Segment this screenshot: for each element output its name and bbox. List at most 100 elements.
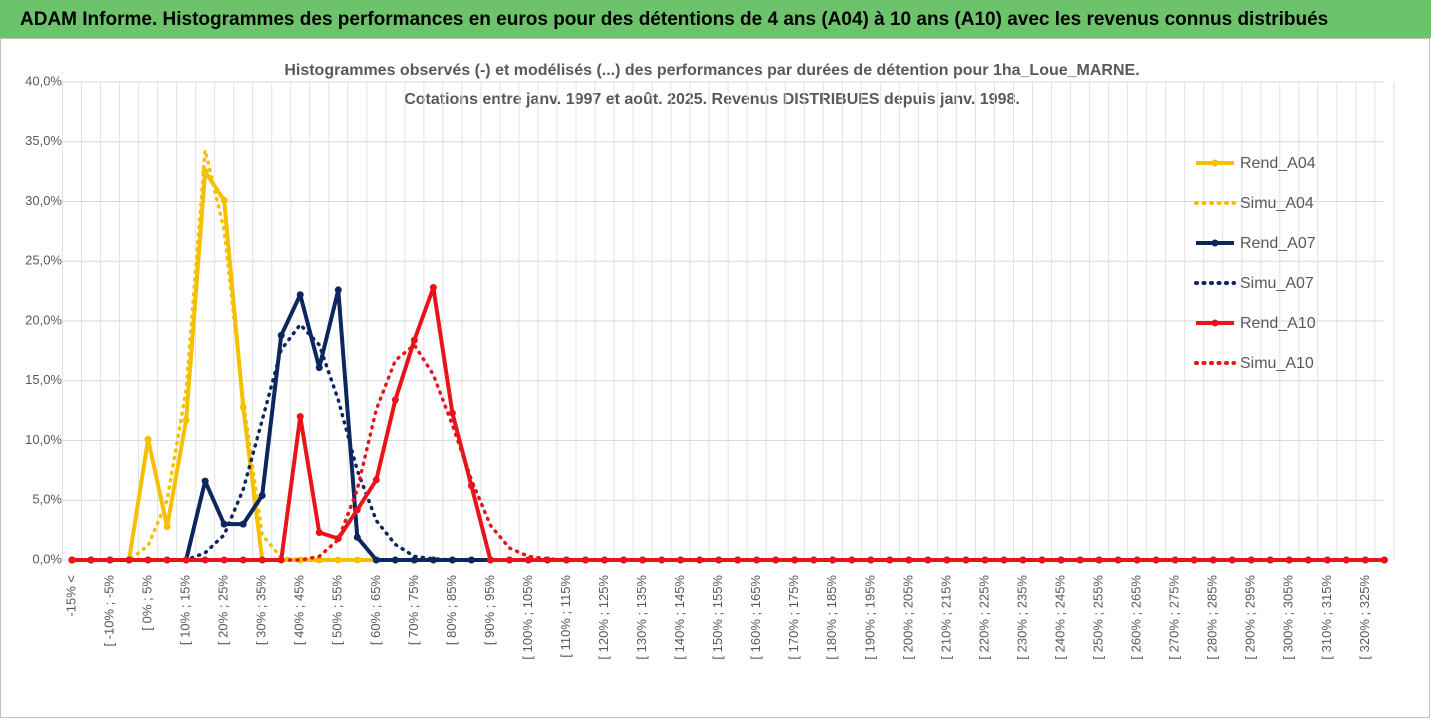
point bbox=[163, 523, 171, 531]
y-tick-label: 20,0% bbox=[25, 312, 62, 327]
point bbox=[296, 291, 304, 299]
x-tick-label: [ 80% ; 85% bbox=[444, 575, 459, 646]
point bbox=[220, 520, 228, 528]
point bbox=[296, 413, 304, 421]
y-tick-label: 40,0% bbox=[25, 73, 62, 88]
point bbox=[182, 416, 190, 424]
x-tick-label: [ 170% ; 175% bbox=[786, 575, 801, 660]
point bbox=[905, 556, 913, 564]
x-tick-label: -15% < bbox=[63, 575, 78, 617]
point bbox=[620, 556, 628, 564]
x-tick-label: [ 280% ; 285% bbox=[1205, 575, 1220, 660]
point bbox=[410, 336, 418, 344]
x-tick-label: [ 90% ; 95% bbox=[482, 575, 497, 646]
point bbox=[315, 529, 323, 537]
point bbox=[486, 556, 494, 564]
point bbox=[220, 196, 228, 204]
point bbox=[144, 435, 152, 443]
point bbox=[658, 556, 666, 564]
x-tick-label: [ 40% ; 45% bbox=[292, 575, 307, 646]
point bbox=[772, 556, 780, 564]
y-tick-label: 5,0% bbox=[32, 492, 62, 507]
x-tick-label: [ 310% ; 315% bbox=[1319, 575, 1334, 660]
x-tick-label: [ 300% ; 305% bbox=[1281, 575, 1296, 660]
point bbox=[201, 477, 209, 485]
x-tick-label: [ 230% ; 235% bbox=[1014, 575, 1029, 660]
legend-marker bbox=[1211, 159, 1219, 167]
x-tick-label: [ 130% ; 135% bbox=[634, 575, 649, 660]
y-tick-label: 30,0% bbox=[25, 193, 62, 208]
point bbox=[258, 491, 266, 499]
header-title: ADAM Informe. Histogrammes des performan… bbox=[20, 9, 1328, 30]
x-tick-label: [ 120% ; 125% bbox=[596, 575, 611, 660]
x-tick-label: [ 220% ; 225% bbox=[976, 575, 991, 660]
point bbox=[1228, 556, 1236, 564]
point bbox=[505, 556, 513, 564]
x-tick-label: [ 70% ; 75% bbox=[406, 575, 421, 646]
point bbox=[125, 556, 133, 564]
point bbox=[239, 520, 247, 528]
point bbox=[1380, 556, 1388, 564]
legend-marker bbox=[1211, 239, 1219, 247]
x-tick-label: [ 290% ; 295% bbox=[1243, 575, 1258, 660]
point bbox=[163, 556, 171, 564]
x-tick-label: [ 140% ; 145% bbox=[672, 575, 687, 660]
chart-title: Histogrammes observés (-) et modélisés (… bbox=[284, 62, 1139, 79]
x-tick-label: [ 210% ; 215% bbox=[938, 575, 953, 660]
point bbox=[943, 556, 951, 564]
point bbox=[353, 533, 361, 541]
point bbox=[1152, 556, 1160, 564]
x-tick-label: [ 30% ; 35% bbox=[254, 575, 269, 646]
legend-label: Simu_A10 bbox=[1240, 355, 1314, 372]
point bbox=[315, 364, 323, 372]
x-tick-label: [ 160% ; 165% bbox=[748, 575, 763, 660]
point bbox=[372, 476, 380, 484]
y-tick-label: 0,0% bbox=[32, 551, 62, 566]
point bbox=[1266, 556, 1274, 564]
x-tick-label: [ 150% ; 155% bbox=[710, 575, 725, 660]
point bbox=[1190, 556, 1198, 564]
x-tick-label: [ -10% ; -5% bbox=[101, 575, 116, 647]
legend-marker bbox=[1211, 319, 1219, 327]
legend-label: Rend_A07 bbox=[1240, 235, 1316, 252]
x-tick-label: [ 180% ; 185% bbox=[824, 575, 839, 660]
point bbox=[867, 556, 875, 564]
point bbox=[334, 286, 342, 294]
x-tick-label: [ 200% ; 205% bbox=[900, 575, 915, 660]
y-tick-label: 35,0% bbox=[25, 133, 62, 148]
x-tick-label: [ 110% ; 115% bbox=[558, 575, 573, 658]
chart-subtitle: Cotations entre janv. 1997 et août. 2025… bbox=[404, 91, 1020, 108]
x-tick-label: [ 250% ; 255% bbox=[1091, 575, 1106, 660]
point bbox=[391, 396, 399, 404]
point bbox=[696, 556, 704, 564]
x-tick-label: [ 320% ; 325% bbox=[1357, 575, 1372, 660]
point bbox=[353, 556, 361, 564]
point bbox=[1304, 556, 1312, 564]
x-tick-label: [ 190% ; 195% bbox=[862, 575, 877, 660]
x-tick-label: [ 240% ; 245% bbox=[1052, 575, 1067, 660]
point bbox=[429, 284, 437, 292]
point bbox=[1019, 556, 1027, 564]
point bbox=[467, 556, 475, 564]
point bbox=[1057, 556, 1065, 564]
point bbox=[981, 556, 989, 564]
y-tick-label: 10,0% bbox=[25, 432, 62, 447]
header-bar bbox=[0, 0, 1431, 38]
series-line bbox=[70, 343, 1387, 562]
series-line bbox=[72, 285, 1385, 562]
point bbox=[201, 556, 209, 564]
point bbox=[353, 506, 361, 514]
point bbox=[448, 409, 456, 417]
x-tick-label: [ 60% ; 65% bbox=[368, 575, 383, 646]
point bbox=[391, 556, 399, 564]
x-tick-label: [ 50% ; 55% bbox=[330, 575, 345, 646]
legend-label: Rend_A04 bbox=[1240, 155, 1316, 172]
legend-label: Simu_A07 bbox=[1240, 275, 1314, 292]
point bbox=[277, 331, 285, 339]
point bbox=[734, 556, 742, 564]
point bbox=[87, 556, 95, 564]
point bbox=[372, 556, 380, 564]
x-tick-label: [ 270% ; 275% bbox=[1167, 575, 1182, 660]
x-tick-label: [ 260% ; 265% bbox=[1129, 575, 1144, 660]
